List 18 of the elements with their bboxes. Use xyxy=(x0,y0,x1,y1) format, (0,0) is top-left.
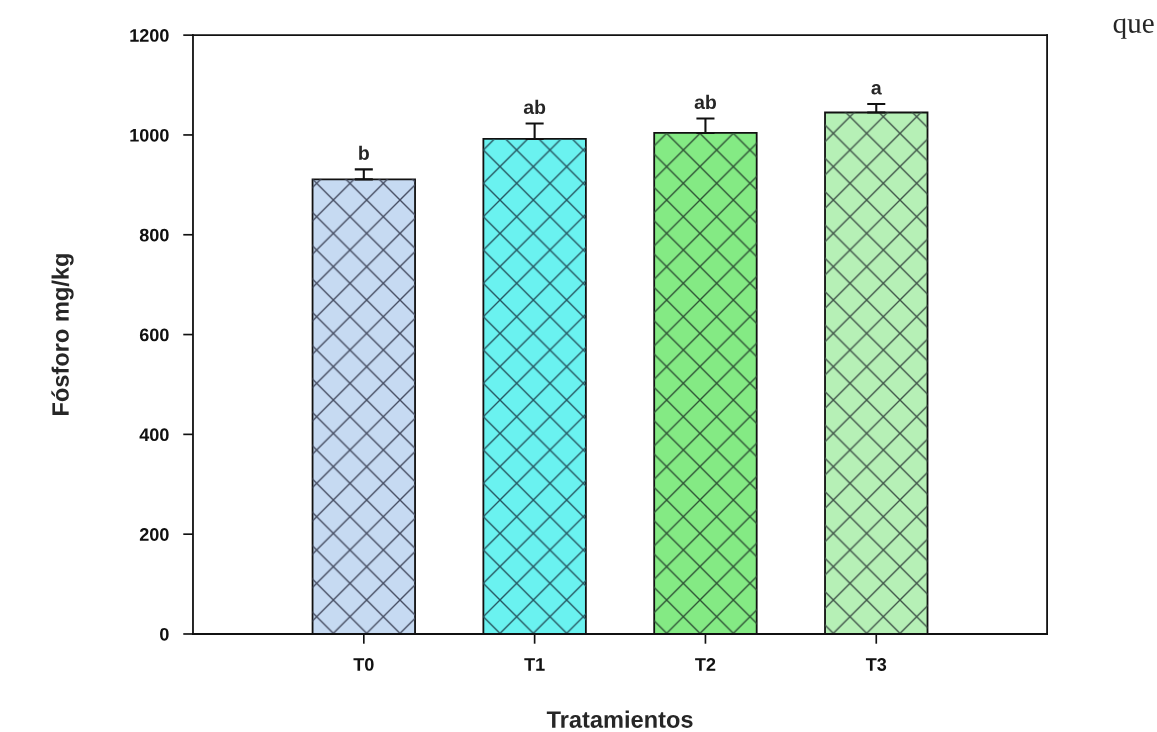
y-tick-label: 400 xyxy=(139,428,169,442)
y-tick-label: 200 xyxy=(139,528,169,541)
y-tick-label: 1000 xyxy=(130,128,169,142)
y-tick-label: 1200 xyxy=(130,29,169,42)
text: que xyxy=(1113,18,1154,39)
annotation: a xyxy=(871,83,882,95)
x-tick-label: T2 xyxy=(695,658,716,671)
annotation: ab xyxy=(694,94,716,110)
y-tick-label: 600 xyxy=(139,328,169,342)
y-axis-title: Fósforo mg/kg xyxy=(51,254,74,415)
x-tick-label: T0 xyxy=(353,658,374,671)
annotation: ab xyxy=(523,99,546,115)
y-tick-label: 0 xyxy=(160,627,169,641)
annotation: b xyxy=(359,145,369,160)
x-tick-label: T1 xyxy=(524,658,545,671)
x-tick-label: T3 xyxy=(865,658,887,671)
x-axis-title: Tratamientos xyxy=(546,710,693,728)
y-tick-label: 800 xyxy=(139,228,169,242)
